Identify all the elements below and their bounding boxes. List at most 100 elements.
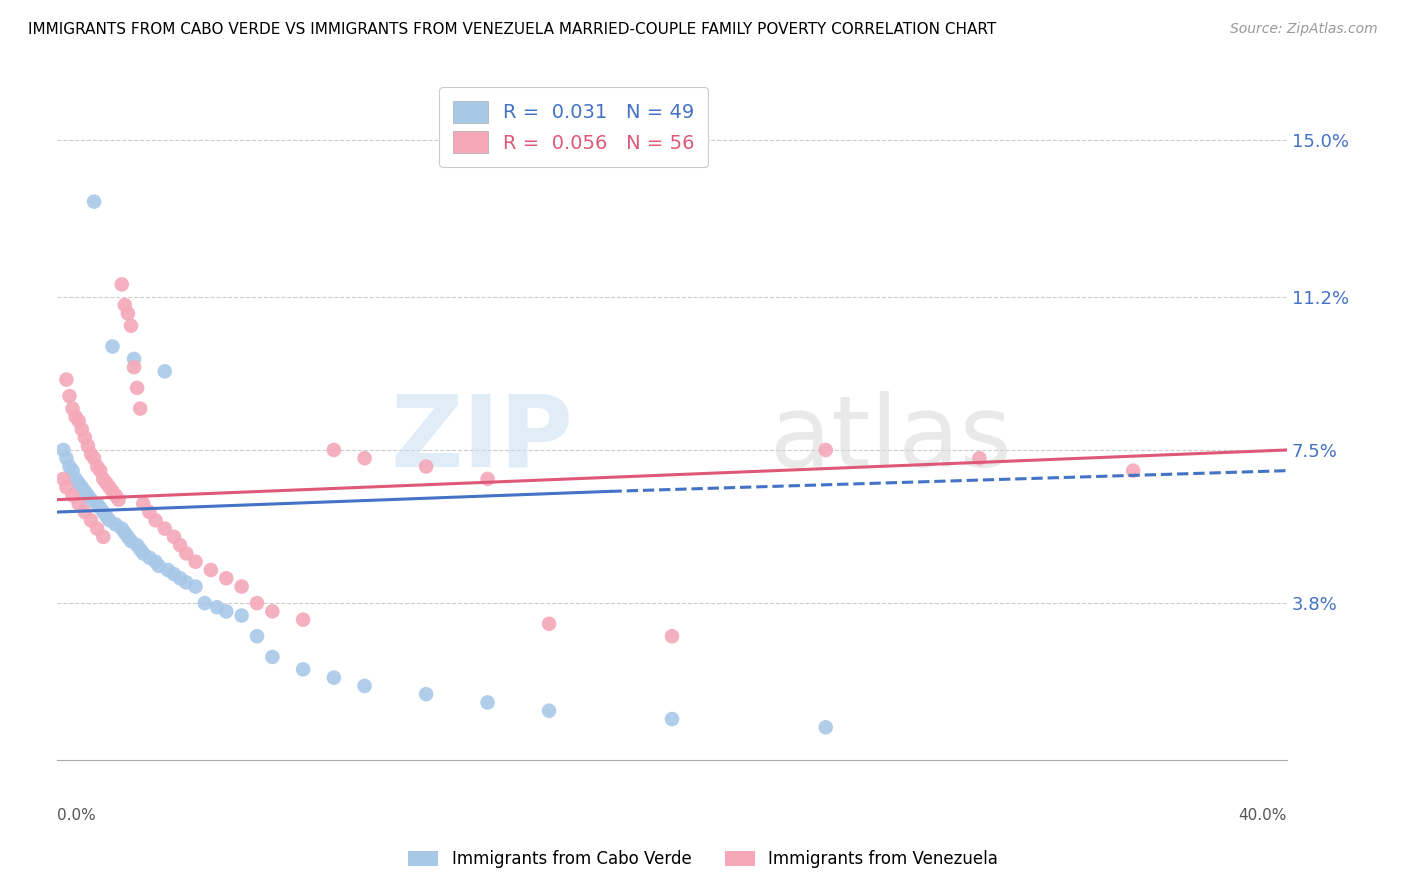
Point — [537, 616, 560, 631]
Text: ZIP: ZIP — [391, 391, 574, 488]
Point — [86, 459, 108, 474]
Point — [58, 459, 80, 474]
Point — [661, 629, 683, 643]
Point — [292, 662, 315, 676]
Point — [65, 472, 87, 486]
Point — [145, 513, 167, 527]
Point — [231, 608, 253, 623]
Point — [107, 492, 129, 507]
Point — [200, 563, 222, 577]
Point — [73, 431, 96, 445]
Point — [132, 546, 155, 560]
Point — [96, 476, 118, 491]
Point — [117, 530, 139, 544]
Point — [80, 492, 103, 507]
Point — [163, 567, 186, 582]
Point — [262, 649, 284, 664]
Point — [122, 351, 145, 366]
Point — [120, 318, 142, 333]
Point — [67, 497, 90, 511]
Point — [1122, 464, 1144, 478]
Point — [70, 422, 93, 436]
Text: Source: ZipAtlas.com: Source: ZipAtlas.com — [1230, 22, 1378, 37]
Point — [169, 571, 191, 585]
Point — [83, 451, 105, 466]
Point — [246, 629, 269, 643]
Point — [58, 389, 80, 403]
Legend: Immigrants from Cabo Verde, Immigrants from Venezuela: Immigrants from Cabo Verde, Immigrants f… — [402, 844, 1004, 875]
Point — [322, 671, 344, 685]
Point — [205, 600, 228, 615]
Point — [174, 546, 197, 560]
Point — [138, 550, 160, 565]
Point — [104, 517, 127, 532]
Point — [127, 381, 149, 395]
Point — [415, 459, 437, 474]
Legend: R =  0.031   N = 49, R =  0.056   N = 56: R = 0.031 N = 49, R = 0.056 N = 56 — [439, 87, 709, 167]
Point — [98, 480, 121, 494]
Point — [55, 373, 77, 387]
Text: 0.0%: 0.0% — [58, 808, 96, 823]
Point — [65, 409, 87, 424]
Text: 40.0%: 40.0% — [1239, 808, 1286, 823]
Point — [174, 575, 197, 590]
Point — [52, 442, 75, 457]
Point — [969, 451, 991, 466]
Point — [70, 480, 93, 494]
Point — [661, 712, 683, 726]
Point — [62, 464, 84, 478]
Point — [138, 505, 160, 519]
Point — [163, 530, 186, 544]
Point — [120, 534, 142, 549]
Point — [145, 555, 167, 569]
Point — [117, 306, 139, 320]
Point — [322, 442, 344, 457]
Point — [814, 720, 837, 734]
Point — [169, 538, 191, 552]
Point — [104, 488, 127, 502]
Point — [111, 522, 134, 536]
Point — [55, 480, 77, 494]
Point — [91, 472, 114, 486]
Point — [83, 194, 105, 209]
Point — [477, 696, 499, 710]
Point — [537, 704, 560, 718]
Point — [132, 497, 155, 511]
Point — [353, 679, 375, 693]
Point — [89, 464, 111, 478]
Point — [814, 442, 837, 457]
Point — [122, 360, 145, 375]
Point — [215, 604, 238, 618]
Point — [156, 563, 179, 577]
Point — [129, 542, 152, 557]
Point — [148, 558, 170, 573]
Point — [153, 522, 176, 536]
Point — [62, 401, 84, 416]
Point — [262, 604, 284, 618]
Point — [67, 476, 90, 491]
Point — [153, 364, 176, 378]
Point — [80, 447, 103, 461]
Point — [246, 596, 269, 610]
Point — [91, 505, 114, 519]
Point — [194, 596, 217, 610]
Point — [215, 571, 238, 585]
Point — [101, 339, 124, 353]
Point — [52, 472, 75, 486]
Point — [101, 484, 124, 499]
Point — [73, 505, 96, 519]
Point — [184, 555, 207, 569]
Point — [415, 687, 437, 701]
Point — [77, 488, 100, 502]
Point — [55, 451, 77, 466]
Text: IMMIGRANTS FROM CABO VERDE VS IMMIGRANTS FROM VENEZUELA MARRIED-COUPLE FAMILY PO: IMMIGRANTS FROM CABO VERDE VS IMMIGRANTS… — [28, 22, 997, 37]
Point — [477, 472, 499, 486]
Point — [292, 613, 315, 627]
Point — [77, 439, 100, 453]
Point — [62, 488, 84, 502]
Point — [96, 509, 118, 524]
Point — [111, 277, 134, 292]
Point — [129, 401, 152, 416]
Point — [114, 298, 136, 312]
Point — [127, 538, 149, 552]
